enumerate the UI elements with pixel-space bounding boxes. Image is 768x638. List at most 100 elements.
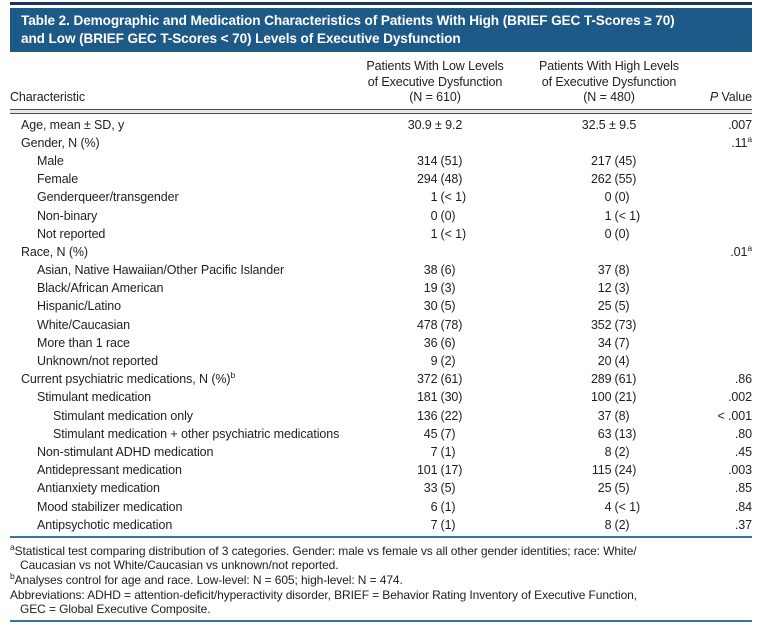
bottom-rule xyxy=(10,619,752,622)
cell-high-value: 25 (5) xyxy=(520,299,698,313)
cell-low-value: 372 (61) xyxy=(350,372,520,386)
cell-low-value: 36 (6) xyxy=(350,336,520,350)
high-group-line-2: of Executive Dysfunction xyxy=(541,74,677,89)
footnote-line: Abbreviations: ADHD = attention-deficit/… xyxy=(10,587,637,602)
cell-characteristic: More than 1 race xyxy=(37,335,130,350)
cell-high-value: 100 (21) xyxy=(520,390,698,404)
table-row: Antidepressant medication 101 (17) 115 (24).… xyxy=(10,461,752,479)
cell-characteristic: Antidepressant medication xyxy=(37,463,182,478)
cell-p-value: .37 xyxy=(734,517,752,532)
value-count: 8 xyxy=(604,517,612,532)
value-count: 314 xyxy=(416,153,438,168)
value-percent: (13) xyxy=(614,426,637,441)
value-percent: (6) xyxy=(440,263,456,278)
cell-p-value: .80 xyxy=(734,426,752,441)
table-row: Not reported 1 (< 1) 0 (0) xyxy=(10,225,752,243)
cell-low-value: 7 (1) xyxy=(350,445,520,459)
cell-low-value: 478 (78) xyxy=(350,318,520,332)
cell-high-value: 37 (8) xyxy=(520,263,698,277)
table-row: Gender, N (%) .11a xyxy=(10,134,752,152)
table-content: Table 2. Demographic and Medication Char… xyxy=(10,2,752,622)
value-percent: (< 1) xyxy=(614,499,641,514)
table-header-row: Characteristic Patients With Low Levels … xyxy=(10,59,752,109)
value-count: 9 xyxy=(430,354,438,369)
value-text: 32.5 ± 9.5 xyxy=(581,117,637,132)
value-percent: (78) xyxy=(440,317,463,332)
value-count: 25 xyxy=(597,299,612,314)
table-row: Current psychiatric medications, N (%)b 3… xyxy=(10,370,752,388)
value-count: 262 xyxy=(590,172,612,187)
table-title-banner: Table 2. Demographic and Medication Char… xyxy=(10,8,752,52)
cell-characteristic: Female xyxy=(37,172,79,187)
table-row: More than 1 race 36 (6) 34 (7) xyxy=(10,334,752,352)
cell-high-value: 1 (< 1) xyxy=(520,209,698,223)
table-row: Race, N (%) .01a xyxy=(10,243,752,261)
value-percent: (5) xyxy=(440,299,456,314)
value-count: 115 xyxy=(591,463,612,478)
low-group-n: (N = 610) xyxy=(409,90,461,104)
top-rule xyxy=(10,2,752,5)
value-percent: (2) xyxy=(440,354,456,369)
footnote-line: bAnalyses control for age and race. Low-… xyxy=(10,571,403,587)
cell-characteristic: Mood stabilizer medication xyxy=(37,499,183,514)
value-count: 37 xyxy=(597,263,612,278)
cell-p-value: .003 xyxy=(728,463,752,478)
value-count: 0 xyxy=(604,226,612,241)
cell-high-value: 32.5 ± 9.5 xyxy=(520,118,698,132)
cell-high-value: 217 (45) xyxy=(520,154,698,168)
value-percent: (3) xyxy=(614,281,630,296)
value-count: 34 xyxy=(597,335,612,350)
cell-low-value: 181 (30) xyxy=(350,390,520,404)
value-count: 25 xyxy=(597,481,612,496)
value-text: 30.9 ± 9.2 xyxy=(407,117,463,132)
table-row: Stimulant medication only 136 (22) 37 (8) < .… xyxy=(10,407,752,425)
value-percent: (4) xyxy=(614,354,630,369)
footnote-marker: a xyxy=(10,541,15,552)
footnote-marker: a xyxy=(747,133,752,144)
table-row: Stimulant medication + other psychiatric… xyxy=(10,425,752,443)
cell-high-value: 0 (0) xyxy=(520,190,698,204)
cell-low-value: 7 (1) xyxy=(350,518,520,532)
column-header-low-group: Patients With Low Levels of Executive Dy… xyxy=(350,59,520,106)
value-percent: (55) xyxy=(614,172,637,187)
cell-high-value: 352 (73) xyxy=(520,318,698,332)
cell-characteristic: Non-binary xyxy=(37,208,98,223)
value-percent: (0) xyxy=(440,208,456,223)
value-count: 294 xyxy=(416,172,438,187)
cell-p-value: .84 xyxy=(734,499,752,514)
value-percent: (0) xyxy=(614,190,630,205)
value-percent: (< 1) xyxy=(440,190,467,205)
high-group-n: (N = 480) xyxy=(583,90,635,104)
cell-low-value: 6 (1) xyxy=(350,500,520,514)
value-count: 37 xyxy=(597,408,612,423)
low-group-line-1: Patients With Low Levels xyxy=(366,59,504,73)
value-percent: (6) xyxy=(440,335,456,350)
cell-p-value: .002 xyxy=(728,390,752,405)
cell-low-value: 0 (0) xyxy=(350,209,520,223)
table-row: Black/African American 19 (3) 12 (3) xyxy=(10,279,752,297)
cell-characteristic: Antianxiety medication xyxy=(37,481,160,496)
cell-p-value: < .001 xyxy=(717,408,752,423)
value-percent: (8) xyxy=(614,408,630,423)
value-count: 352 xyxy=(590,317,612,332)
cell-low-value: 45 (7) xyxy=(350,427,520,441)
cell-low-value: 19 (3) xyxy=(350,281,520,295)
cell-low-value: 38 (6) xyxy=(350,263,520,277)
table-title-line-1: Table 2. Demographic and Medication Char… xyxy=(21,13,675,28)
cell-high-value: 63 (13) xyxy=(520,427,698,441)
cell-p-value: .007 xyxy=(728,117,752,132)
cell-high-value: 34 (7) xyxy=(520,336,698,350)
cell-characteristic: Race, N (%) xyxy=(21,244,88,259)
value-percent: (24) xyxy=(614,463,637,478)
value-count: 7 xyxy=(430,517,438,532)
value-percent: (1) xyxy=(440,517,456,532)
value-count: 36 xyxy=(423,335,438,350)
table-row: Hispanic/Latino 30 (5) 25 (5) xyxy=(10,297,752,315)
footnote-marker: b xyxy=(230,370,236,381)
value-count: 217 xyxy=(590,153,612,168)
value-percent: (0) xyxy=(614,226,630,241)
value-percent: (7) xyxy=(614,335,630,350)
value-percent: (3) xyxy=(440,281,456,296)
low-group-line-2: of Executive Dysfunction xyxy=(367,74,503,89)
